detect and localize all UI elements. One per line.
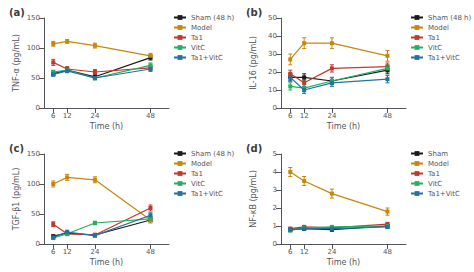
svg-text:50: 50 [268,14,277,22]
svg-text:100: 100 [27,180,40,188]
svg-text:TNF-α (pg/mL): TNF-α (pg/mL) [12,34,21,93]
svg-text:Sham (48 h): Sham (48 h) [428,14,472,22]
svg-text:(c): (c) [9,143,24,154]
svg-text:150: 150 [27,150,40,158]
svg-text:50: 50 [31,210,40,218]
svg-text:VitC: VitC [428,44,442,52]
svg-text:6: 6 [51,112,56,120]
svg-text:Sham (48 h): Sham (48 h) [191,14,235,22]
svg-text:IL-16 (pg/mL): IL-16 (pg/mL) [249,36,258,90]
svg-text:3: 3 [273,186,277,194]
svg-text:Ta1: Ta1 [190,34,203,42]
svg-text:12: 12 [300,112,309,120]
svg-text:12: 12 [63,248,72,256]
svg-text:50: 50 [31,74,40,82]
svg-text:30: 30 [268,50,277,58]
svg-text:24: 24 [90,248,99,256]
svg-text:NF-κB (pg/mL): NF-κB (pg/mL) [249,170,258,228]
svg-text:Ta1: Ta1 [190,170,203,178]
svg-text:6: 6 [51,248,56,256]
svg-text:100: 100 [27,44,40,52]
svg-text:40: 40 [268,32,277,40]
svg-text:2: 2 [273,204,277,212]
svg-text:10: 10 [268,86,277,94]
svg-text:48: 48 [146,248,155,256]
svg-text:24: 24 [90,112,99,120]
svg-text:5: 5 [273,150,277,158]
svg-text:150: 150 [27,14,40,22]
svg-text:Model: Model [191,160,212,168]
svg-text:Time (h): Time (h) [89,258,123,267]
svg-text:0: 0 [273,104,277,112]
svg-text:(d): (d) [246,143,262,154]
svg-text:VitC: VitC [428,180,442,188]
svg-text:Time (h): Time (h) [326,122,360,131]
svg-text:Ta1: Ta1 [427,170,440,178]
svg-text:12: 12 [63,112,72,120]
svg-text:48: 48 [146,112,155,120]
svg-text:6: 6 [288,248,293,256]
svg-text:Ta1+VitC: Ta1+VitC [427,54,460,62]
svg-text:0: 0 [36,104,40,112]
svg-text:0: 0 [36,240,40,248]
svg-text:Ta1+VitC: Ta1+VitC [427,190,460,198]
svg-text:24: 24 [327,112,336,120]
svg-text:24: 24 [327,248,336,256]
svg-text:Sham: Sham [428,150,448,158]
svg-text:48: 48 [383,248,392,256]
svg-text:4: 4 [273,168,278,176]
svg-text:(a): (a) [9,7,25,18]
svg-text:48: 48 [383,112,392,120]
svg-text:Model: Model [191,24,212,32]
svg-text:Model: Model [428,24,449,32]
svg-text:Ta1+VitC: Ta1+VitC [190,190,223,198]
svg-text:VitC: VitC [191,44,205,52]
svg-text:1: 1 [273,222,277,230]
svg-text:Ta1: Ta1 [427,34,440,42]
svg-text:Ta1+VitC: Ta1+VitC [190,54,223,62]
svg-text:20: 20 [268,68,277,76]
svg-text:Time (h): Time (h) [89,122,123,131]
svg-text:12: 12 [300,248,309,256]
svg-text:Time (h): Time (h) [326,258,360,267]
svg-text:6: 6 [288,112,293,120]
svg-text:0: 0 [273,240,277,248]
svg-text:Model: Model [428,160,449,168]
svg-text:Sham (48 h): Sham (48 h) [191,150,235,158]
svg-text:TGF-β1 (pg/mL): TGF-β1 (pg/mL) [12,168,21,232]
svg-text:VitC: VitC [191,180,205,188]
svg-text:(b): (b) [246,7,262,18]
